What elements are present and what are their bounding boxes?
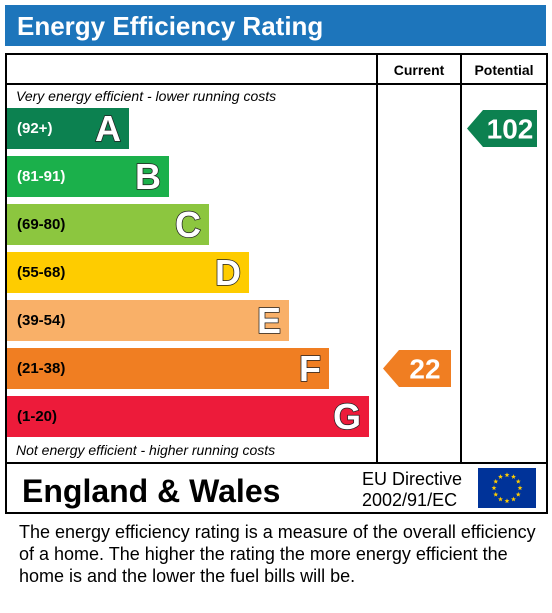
potential-column-header: Potential xyxy=(474,62,534,78)
eu-directive: EU Directive 2002/91/EC xyxy=(362,469,462,511)
eu-flag-star xyxy=(515,478,521,484)
eu-flag-star xyxy=(515,491,521,497)
current-rating-value: 22 xyxy=(409,354,440,385)
band-c-letter: C xyxy=(174,203,202,246)
header-divider xyxy=(7,83,546,85)
band-a-letter: A xyxy=(94,107,122,150)
eu-flag-icon xyxy=(478,468,536,508)
band-g-range: (1-20) xyxy=(17,408,58,425)
band-e-range: (39-54) xyxy=(17,312,66,329)
band-b: (81-91) B xyxy=(7,155,169,198)
potential-rating-arrow-shape xyxy=(467,110,537,147)
rating-table: Current Potential Very energy efficient … xyxy=(5,53,548,514)
band-f: (21-38) F xyxy=(7,347,329,390)
band-d-range: (55-68) xyxy=(17,264,66,281)
eu-flag-star xyxy=(504,472,510,478)
potential-rating-arrow: 102 xyxy=(467,110,537,147)
band-d-letter: D xyxy=(214,251,242,294)
band-e-letter: E xyxy=(256,299,282,342)
eu-flag-star xyxy=(511,474,516,479)
eu-flag-star xyxy=(517,485,523,491)
chart-title: Energy Efficiency Rating xyxy=(17,11,324,41)
eu-flag-star xyxy=(493,491,499,497)
current-column-header: Current xyxy=(393,62,445,78)
eu-flag-star xyxy=(498,474,503,479)
band-g-letter: G xyxy=(332,395,362,438)
footer-divider xyxy=(7,462,546,464)
band-f-range: (21-38) xyxy=(17,360,66,377)
band-g: (1-20) G xyxy=(7,395,369,438)
current-rating-arrow: 22 xyxy=(383,350,451,387)
eu-flag-star xyxy=(511,496,516,502)
band-d: (55-68) D xyxy=(7,251,249,294)
eu-flag-star xyxy=(491,485,497,491)
band-b-range: (81-91) xyxy=(17,168,66,185)
band-a: (92+) A xyxy=(7,107,129,150)
directive-line-1: EU Directive xyxy=(362,469,463,489)
directive-line-2: 2002/91/EC xyxy=(362,490,458,510)
band-c-range: (69-80) xyxy=(17,216,66,233)
current-rating-arrow-shape xyxy=(383,350,451,387)
title-bar: Energy Efficiency Rating xyxy=(5,5,546,46)
description-text: The energy efficiency rating is a measur… xyxy=(19,522,536,586)
band-f-letter: F xyxy=(298,347,322,390)
region-label: England & Wales xyxy=(22,473,281,509)
top-note: Very energy efficient - lower running co… xyxy=(16,88,277,104)
band-c: (69-80) C xyxy=(7,203,209,246)
eu-flag-star xyxy=(498,496,503,502)
band-e: (39-54) E xyxy=(7,299,289,342)
bottom-note: Not energy efficient - higher running co… xyxy=(16,442,276,458)
band-a-range: (92+) xyxy=(17,120,53,137)
band-b-letter: B xyxy=(134,155,162,198)
eu-flag-star xyxy=(504,498,510,504)
eu-flag-star xyxy=(493,478,499,484)
potential-column-divider xyxy=(460,55,462,464)
current-column-divider xyxy=(376,55,378,464)
potential-rating-value: 102 xyxy=(487,114,534,145)
